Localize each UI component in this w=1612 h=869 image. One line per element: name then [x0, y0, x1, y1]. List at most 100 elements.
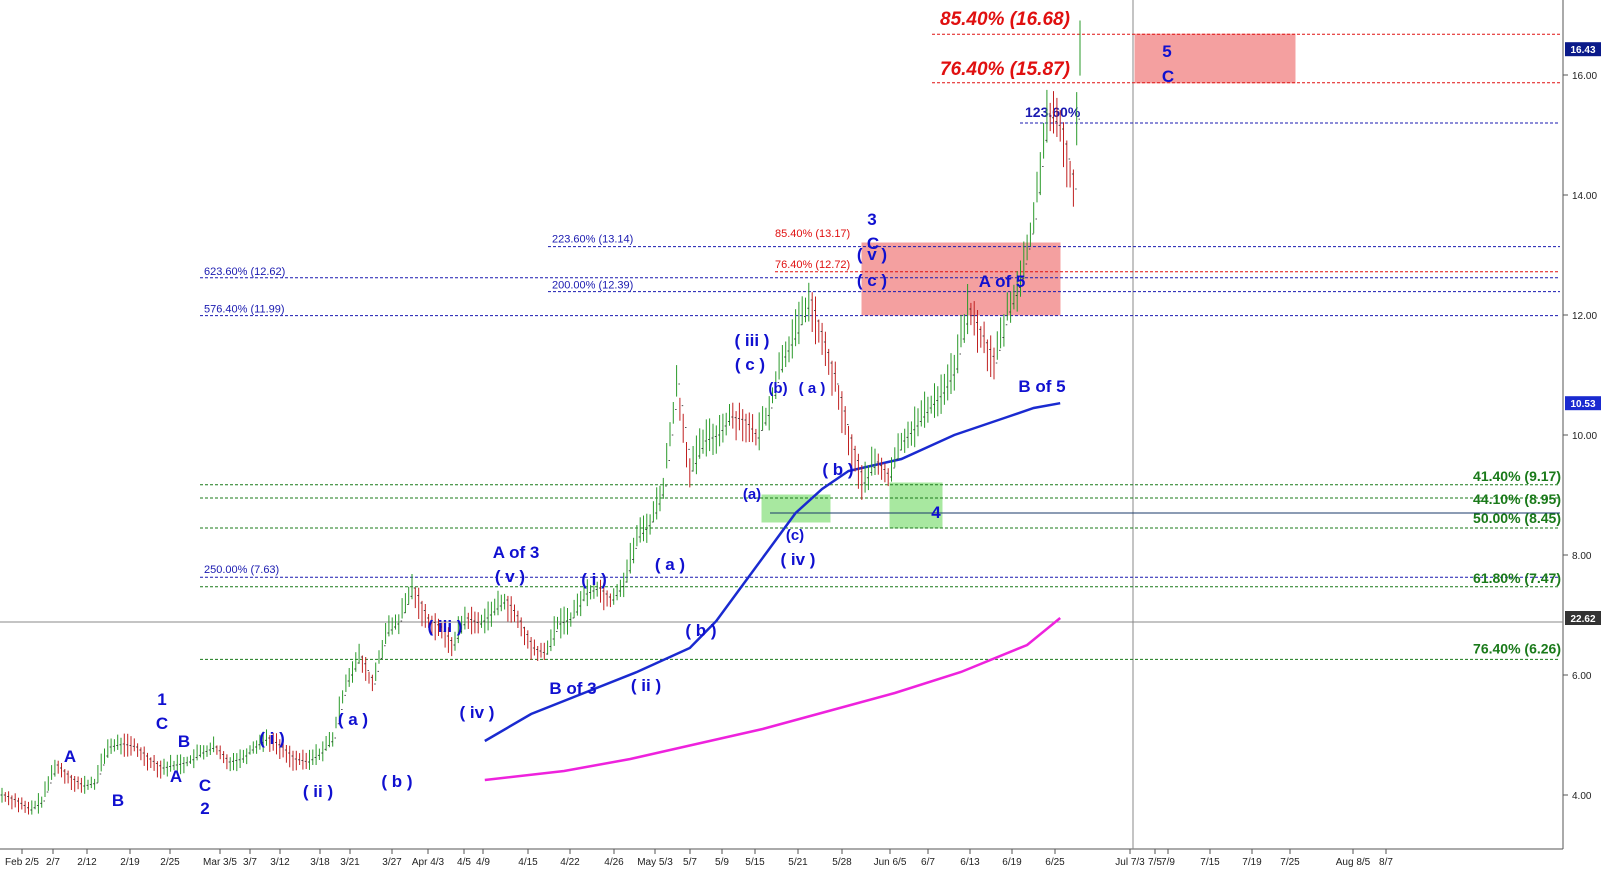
wave-label: A of 3 — [493, 543, 540, 562]
wave-label: ( iv ) — [460, 703, 495, 722]
x-tick-label: Jun 6/5 — [874, 857, 907, 868]
fib-label: 44.10% (8.95) — [1473, 491, 1561, 507]
x-tick-label: 3/18 — [310, 857, 330, 868]
wave-label: ( i ) — [581, 570, 607, 589]
wave-label: B of 5 — [1018, 377, 1065, 396]
fib-label: 576.40% (11.99) — [204, 304, 285, 316]
x-tick-label: 7/15 — [1200, 857, 1220, 868]
x-axis: Feb 2/5 2/7 2/12 2/19 2/25 Mar 3/5 3/7 3/12 3/18… — [5, 849, 1393, 868]
wave-label: ( iv ) — [781, 550, 816, 569]
x-tick-label: Aug 8/5 — [1336, 857, 1371, 868]
wave-label: ( a ) — [655, 555, 685, 574]
x-tick-label: 2/7 — [46, 857, 60, 868]
moving-averages — [484, 401, 1061, 782]
x-tick-label: 5/15 — [745, 857, 765, 868]
x-tick-label: Feb 2/5 — [5, 857, 39, 868]
wave-label: ( b ) — [381, 772, 412, 791]
wave-label: 4 — [931, 503, 941, 522]
wave-label: ( ii ) — [631, 676, 661, 695]
y-tick-label: 16.00 — [1572, 71, 1597, 82]
fib-label: 76.40% (15.87) — [940, 59, 1070, 80]
y-tick-label: 10.00 — [1572, 431, 1597, 442]
x-tick-label: 2/25 — [160, 857, 180, 868]
y-tick-label: 12.00 — [1572, 311, 1597, 322]
wave-label: ( ii ) — [303, 782, 333, 801]
wave-label: ( v ) — [857, 245, 887, 264]
fib-label: 85.40% (16.68) — [940, 9, 1070, 30]
x-tick-label: 4/26 — [604, 857, 624, 868]
wave-label: (c) — [786, 527, 804, 544]
x-tick-label: Jul 7/3 — [1115, 857, 1145, 868]
x-tick-label: 5/9 — [715, 857, 729, 868]
x-tick-label: May 5/3 — [637, 857, 673, 868]
wave-label: ( a ) — [338, 710, 368, 729]
y-tick-label: 4.00 — [1572, 791, 1592, 802]
x-tick-label: 7/19 — [1242, 857, 1262, 868]
price-badge-label: 16.43 — [1570, 45, 1595, 56]
wave-label: ( v ) — [495, 567, 525, 586]
wave-label: C — [867, 234, 879, 253]
fib-label: 623.60% (12.62) — [204, 266, 285, 278]
wave-label: ( b ) — [822, 460, 853, 479]
fib-label: 41.40% (9.17) — [1473, 468, 1561, 484]
x-tick-label: Mar 3/5 — [203, 857, 237, 868]
y-tick-label: 14.00 — [1572, 191, 1597, 202]
x-tick-label: 3/27 — [382, 857, 402, 868]
x-tick-label: 3/21 — [340, 857, 360, 868]
fib-label: 50.00% (8.45) — [1473, 510, 1561, 526]
x-tick-label: 5/21 — [788, 857, 808, 868]
y-tick-label: 8.00 — [1572, 551, 1592, 562]
x-tick-label: 6/19 — [1002, 857, 1022, 868]
target-zone — [1134, 33, 1296, 84]
sma-blue-line — [484, 401, 1061, 743]
target-zone — [889, 482, 943, 529]
wave-label: 1 — [157, 690, 166, 709]
wave-label: A — [170, 767, 182, 786]
x-tick-label: 6/13 — [960, 857, 980, 868]
price-badge — [1565, 42, 1601, 57]
x-tick-label: 8/7 — [1379, 857, 1393, 868]
wave-label: B — [178, 732, 190, 751]
price-series — [0, 20, 1081, 815]
x-tick-label: 7/5 — [1148, 857, 1162, 868]
x-tick-label: 4/15 — [518, 857, 538, 868]
wave-label: (b) — [768, 380, 787, 397]
wave-label: ( a ) — [799, 380, 826, 397]
wave-label: 2 — [200, 799, 209, 818]
x-tick-label: 5/28 — [832, 857, 852, 868]
x-tick-label: 7/9 — [1161, 857, 1175, 868]
fib-label: 223.60% (13.14) — [552, 234, 633, 246]
wave-label: 5 — [1162, 42, 1171, 61]
wave-label: B of 3 — [549, 679, 596, 698]
wave-label: ( b ) — [685, 621, 716, 640]
fib-label: 123.60% — [1025, 104, 1081, 120]
fib-label: 76.40% (12.72) — [775, 259, 850, 271]
price-badge-label: 22.62 — [1570, 614, 1595, 625]
wave-label: ( iii ) — [428, 617, 463, 636]
wave-label: ( i ) — [259, 729, 285, 748]
fib-label: 85.40% (13.17) — [775, 228, 850, 240]
wave-label: ( c ) — [857, 271, 887, 290]
fib-label: 61.80% (7.47) — [1473, 570, 1561, 586]
x-tick-label: 6/25 — [1045, 857, 1065, 868]
target-zone — [761, 494, 831, 523]
x-tick-label: 4/5 — [457, 857, 471, 868]
wave-label: 3 — [867, 210, 876, 229]
price-badge-label: 10.53 — [1570, 399, 1595, 410]
fib-label: 200.00% (12.39) — [552, 280, 633, 292]
wave-label: A — [64, 747, 76, 766]
wave-label: C — [1162, 67, 1174, 86]
target-zone — [861, 242, 1061, 316]
price-badges: 16.43 10.53 22.62 — [1565, 42, 1601, 625]
wave-label: C — [199, 776, 211, 795]
wave-label: B — [112, 791, 124, 810]
x-tick-label: 3/7 — [243, 857, 257, 868]
fib-label: 250.00% (7.63) — [204, 564, 279, 576]
wave-label: ( iii ) — [735, 331, 770, 350]
x-tick-label: Apr 4/3 — [412, 857, 445, 868]
wave-label: A of 5 — [979, 272, 1026, 291]
x-tick-label: 4/9 — [476, 857, 490, 868]
x-tick-label: 3/12 — [270, 857, 290, 868]
